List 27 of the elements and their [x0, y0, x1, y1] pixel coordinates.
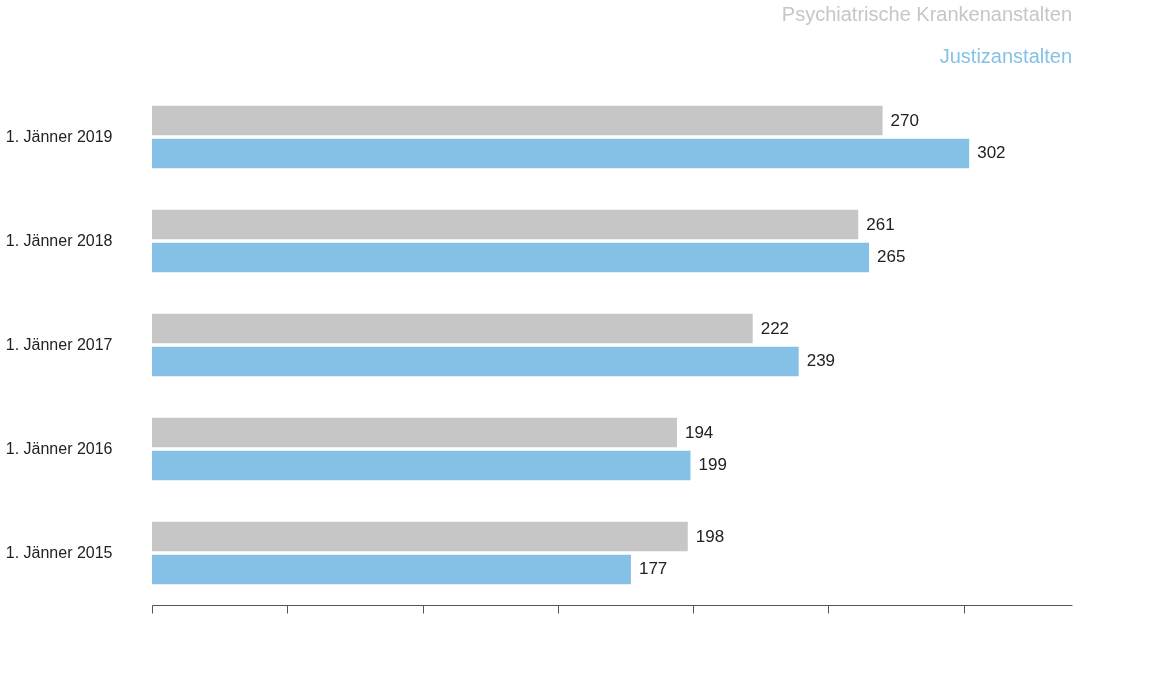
- data-label: 302: [977, 143, 1006, 163]
- text: Justizanstalten: [939, 45, 1072, 67]
- data-label: 270: [890, 110, 919, 130]
- data-label: 194: [684, 422, 714, 442]
- data-label: 265: [877, 247, 906, 267]
- bar: [152, 417, 677, 448]
- bar: [152, 105, 883, 136]
- y-tick-label: 1. Jänner 2018: [5, 232, 113, 249]
- bar: [152, 346, 799, 377]
- data-label: 222: [760, 318, 790, 338]
- bar: [152, 138, 970, 169]
- bar: [152, 521, 688, 552]
- data-label: 199: [698, 455, 727, 475]
- bar: [152, 209, 859, 240]
- data-label: 261: [866, 214, 895, 234]
- y-tick-label: 1. Jänner 2016: [5, 440, 113, 457]
- bar: [152, 313, 753, 344]
- text: Psychiatrische Krankenanstalten: [781, 3, 1072, 25]
- bar: [152, 554, 631, 585]
- y-tick-label: 1. Jänner 2019: [5, 128, 113, 145]
- data-label: 177: [638, 559, 668, 579]
- bar: [152, 450, 691, 481]
- y-tick-label: 1. Jänner 2017: [5, 336, 113, 353]
- data-label: 198: [695, 526, 725, 546]
- y-tick-label: 1. Jänner 2015: [5, 544, 113, 561]
- bar: [152, 242, 870, 273]
- data-label: 239: [806, 351, 836, 371]
